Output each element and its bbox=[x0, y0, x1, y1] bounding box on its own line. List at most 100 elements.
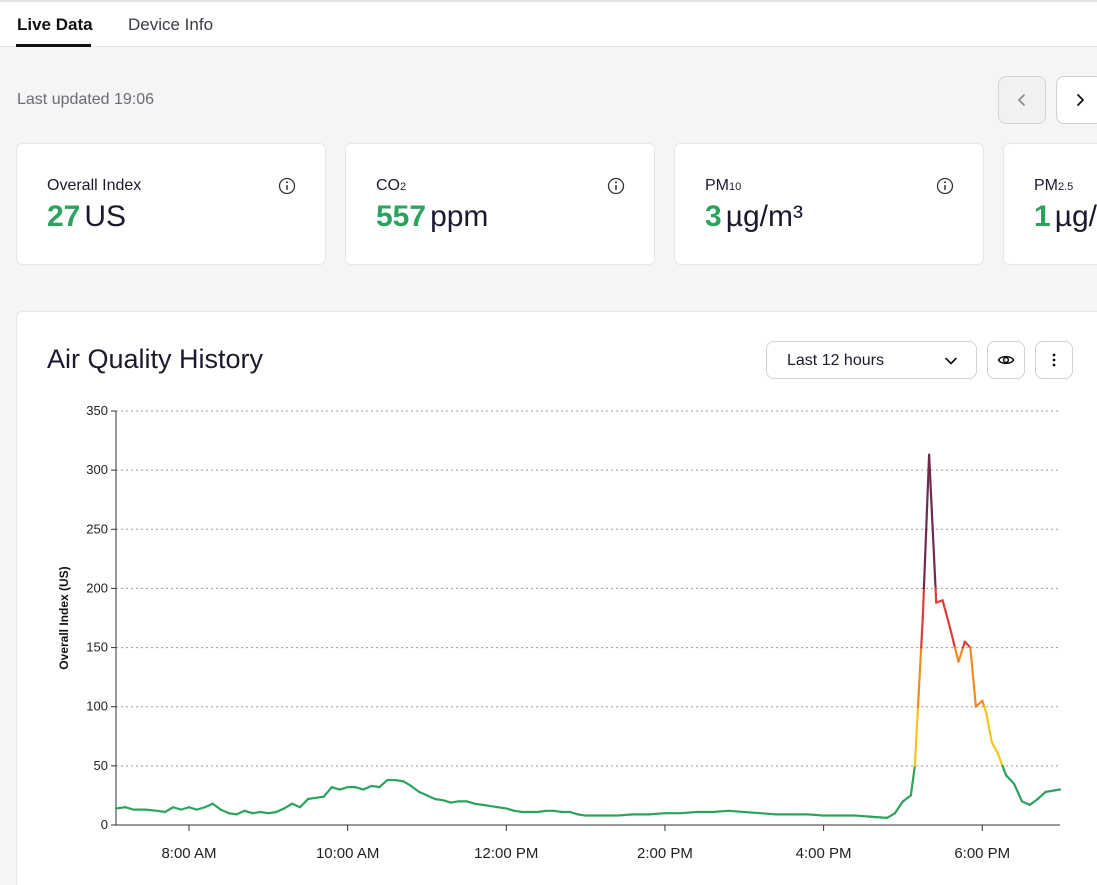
series-segment bbox=[901, 794, 912, 803]
series-segment bbox=[497, 806, 508, 810]
series-segment bbox=[481, 803, 492, 808]
x-tick-label: 2:00 PM bbox=[637, 845, 693, 862]
next-button[interactable] bbox=[1056, 76, 1097, 124]
panel-title: Air Quality History bbox=[47, 344, 264, 374]
series-segment bbox=[941, 599, 952, 631]
tab-bar: Live Data Device Info bbox=[0, 0, 1097, 47]
series-segment bbox=[913, 705, 920, 767]
x-tick-label: 10:00 AM bbox=[316, 845, 379, 862]
y-tick-label: 150 bbox=[86, 640, 108, 655]
series-segment bbox=[144, 808, 159, 812]
series-segment bbox=[409, 784, 421, 793]
time-range-select[interactable]: Last 12 hours bbox=[766, 341, 977, 379]
series-segment bbox=[1001, 764, 1008, 777]
series-segment bbox=[928, 453, 931, 472]
series-segment bbox=[164, 806, 175, 814]
series-segment bbox=[1036, 790, 1047, 801]
y-tick-label: 50 bbox=[94, 758, 108, 773]
y-tick-label: 300 bbox=[86, 462, 108, 477]
series-segment bbox=[330, 786, 341, 791]
info-icon[interactable] bbox=[936, 177, 954, 200]
series-segment bbox=[425, 794, 436, 801]
series-segment bbox=[990, 741, 1000, 756]
series-segment bbox=[934, 587, 938, 604]
co2-card: CO2 557 ppm bbox=[345, 143, 655, 265]
tab-live-data[interactable]: Live Data bbox=[17, 15, 93, 34]
card-value: 557 ppm bbox=[376, 200, 489, 233]
series-segment bbox=[354, 786, 365, 791]
chevron-left-icon bbox=[1018, 94, 1025, 106]
series-segment bbox=[235, 809, 246, 816]
series-segment bbox=[953, 646, 960, 663]
y-tick-label: 0 bbox=[101, 817, 108, 832]
series-segment bbox=[854, 814, 873, 818]
series-segment bbox=[179, 806, 191, 811]
eye-icon bbox=[997, 355, 1015, 365]
series-segment bbox=[935, 599, 944, 604]
series-segment bbox=[402, 780, 413, 788]
series-segment bbox=[679, 810, 698, 815]
info-icon[interactable] bbox=[278, 177, 296, 200]
series-segment bbox=[974, 699, 984, 708]
last-updated-text: Last updated 19:06 bbox=[17, 91, 155, 108]
card-label: CO2 bbox=[376, 177, 407, 194]
card-value: 3 µg/m³ bbox=[705, 200, 803, 233]
series-segment bbox=[916, 646, 923, 708]
chevron-down-icon bbox=[945, 357, 957, 365]
more-options-button[interactable] bbox=[1035, 341, 1073, 379]
series-segment bbox=[156, 809, 167, 814]
series-segment bbox=[743, 810, 762, 815]
tab-device-info[interactable]: Device Info bbox=[128, 15, 214, 34]
series-segment bbox=[568, 810, 579, 816]
series-segment bbox=[536, 809, 548, 814]
series-segment bbox=[711, 809, 730, 814]
series-segment bbox=[227, 812, 238, 816]
y-tick-label: 100 bbox=[86, 699, 108, 714]
series-segment bbox=[172, 806, 183, 811]
series-segment bbox=[909, 764, 916, 797]
series-segment bbox=[870, 815, 889, 820]
series-segment bbox=[211, 802, 222, 811]
series-segment bbox=[338, 786, 349, 791]
pm10-card: PM10 3 µg/m³ bbox=[674, 143, 984, 265]
series-segment bbox=[949, 628, 957, 649]
series-segment bbox=[505, 807, 516, 812]
series-segment bbox=[576, 813, 587, 817]
series-segment bbox=[922, 469, 930, 590]
series-segment bbox=[394, 778, 405, 783]
card-label: Overall Index bbox=[47, 177, 142, 194]
y-tick-label: 350 bbox=[86, 403, 108, 418]
series-segment bbox=[465, 800, 476, 805]
series-segment bbox=[1012, 782, 1024, 803]
previous-button[interactable] bbox=[998, 76, 1046, 124]
series-segment bbox=[417, 790, 429, 797]
active-tab-indicator bbox=[16, 44, 91, 47]
x-tick-label: 8:00 AM bbox=[161, 845, 216, 862]
series-segment bbox=[759, 812, 778, 816]
x-tick-label: 6:00 PM bbox=[954, 845, 1010, 862]
series-segment bbox=[259, 810, 270, 815]
series-segment bbox=[928, 469, 937, 590]
card-value: 27 US bbox=[47, 200, 127, 233]
series-segment bbox=[1028, 797, 1039, 806]
series-segment bbox=[647, 812, 667, 816]
series-segment bbox=[362, 784, 373, 791]
series-segment bbox=[1044, 788, 1062, 793]
overall-index-card: Overall Index 27 US bbox=[16, 143, 326, 265]
info-icon[interactable] bbox=[607, 177, 625, 200]
series-segment bbox=[969, 646, 978, 708]
series-segment bbox=[314, 795, 325, 799]
series-segment bbox=[114, 806, 127, 810]
series-segment bbox=[921, 587, 926, 620]
pm25-card: PM2.5 1µg/m³ bbox=[1003, 143, 1097, 265]
series-segment bbox=[219, 808, 230, 815]
series-segment bbox=[195, 806, 206, 811]
series-segment bbox=[985, 711, 993, 744]
toggle-visibility-button[interactable] bbox=[987, 341, 1025, 379]
series-segment bbox=[449, 800, 460, 804]
series-segment bbox=[322, 786, 333, 798]
series-segment bbox=[513, 809, 524, 814]
series-segment bbox=[806, 813, 825, 817]
more-vertical-icon bbox=[1052, 353, 1056, 367]
